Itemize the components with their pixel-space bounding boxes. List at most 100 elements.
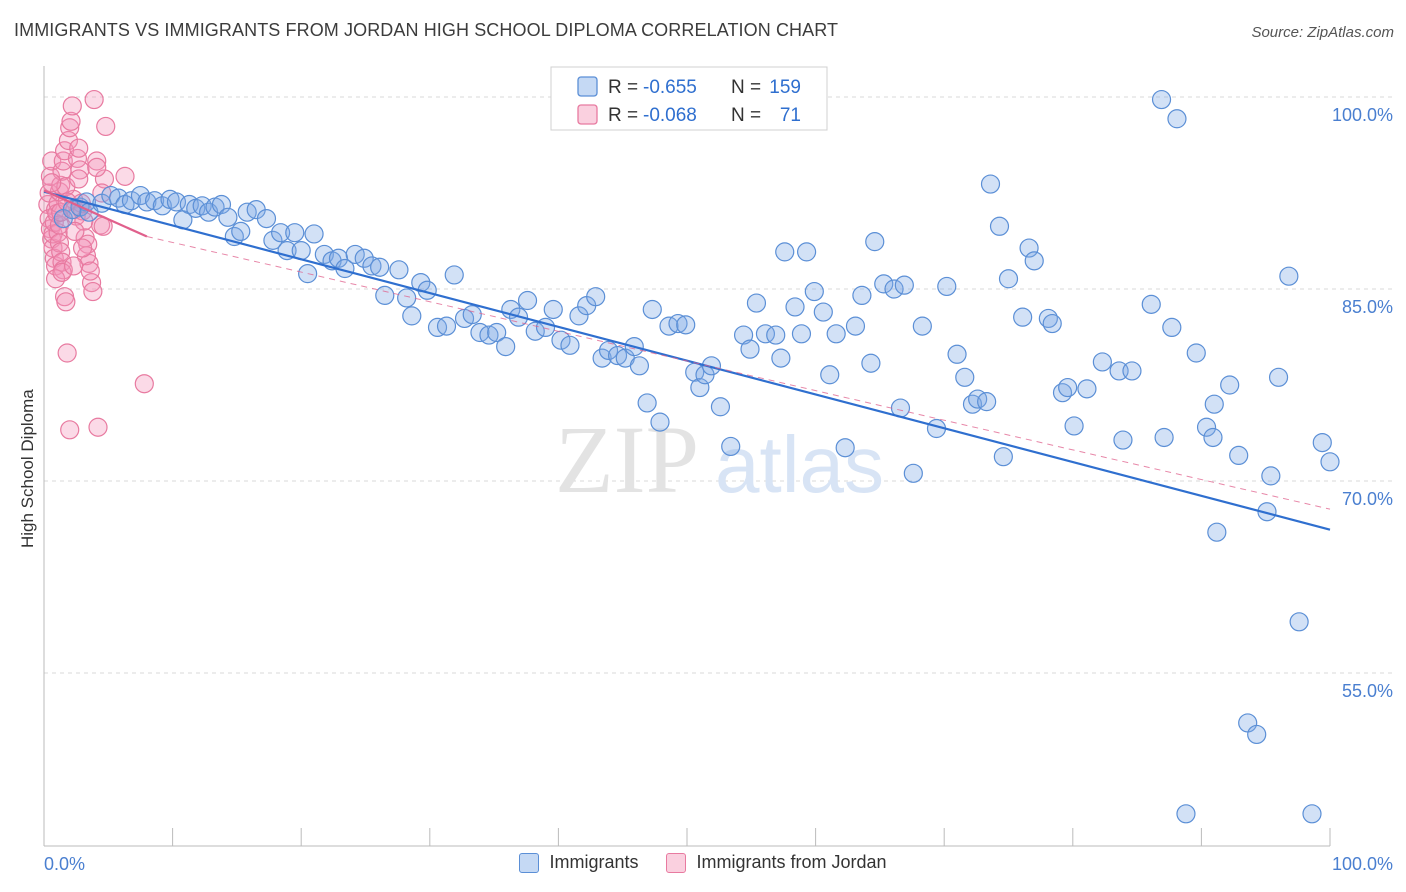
data-point (88, 417, 108, 437)
data-point (48, 223, 68, 243)
data-point (937, 276, 957, 297)
data-point (65, 221, 85, 241)
data-point (835, 438, 855, 458)
trend-line-jordan (43, 189, 148, 238)
data-point (1038, 308, 1058, 329)
data-point (42, 173, 62, 193)
data-point (820, 365, 840, 385)
data-point (61, 111, 81, 131)
data-point (1203, 427, 1223, 448)
data-point (285, 223, 305, 243)
data-point (56, 292, 76, 312)
data-point (607, 345, 628, 366)
data-point (69, 169, 89, 189)
data-point (551, 330, 571, 350)
watermark-zip: ZIP (555, 406, 699, 513)
data-point (1077, 379, 1097, 399)
data-point (1064, 416, 1084, 436)
data-point (771, 348, 791, 368)
stats-n-value: 71 (780, 105, 801, 126)
data-point (791, 324, 812, 344)
stats-r-label: R = (608, 105, 638, 126)
data-point (1261, 466, 1281, 486)
data-point (402, 306, 422, 326)
data-point (72, 238, 93, 258)
data-point (218, 207, 238, 227)
data-point (977, 392, 997, 412)
data-point (861, 353, 881, 373)
data-point (543, 299, 563, 320)
data-point (586, 287, 606, 307)
watermark: ZIP atlas (555, 406, 884, 513)
data-point (375, 285, 395, 305)
data-point (1092, 352, 1112, 372)
data-point (980, 174, 1001, 194)
data-point (94, 169, 115, 189)
data-point (710, 397, 731, 417)
data-point (676, 315, 696, 335)
source-label: Source: ZipAtlas.com (1251, 24, 1394, 41)
data-point (598, 340, 619, 361)
legend-item-immigrants[interactable]: Immigrants (519, 852, 638, 873)
data-point (1154, 427, 1174, 448)
data-point (444, 265, 464, 285)
data-point (256, 209, 277, 229)
data-point (1162, 317, 1182, 337)
x-tick-label: 100.0% (1332, 854, 1393, 874)
data-point (592, 348, 612, 368)
data-point (947, 344, 967, 364)
data-point (668, 313, 688, 334)
legend-label-immigrants: Immigrants (549, 852, 639, 872)
data-point (884, 279, 904, 299)
data-point (785, 297, 805, 317)
data-point (1186, 343, 1206, 363)
data-point (1141, 294, 1161, 314)
data-point (517, 290, 538, 311)
data-point (1113, 430, 1133, 450)
data-point (1247, 724, 1267, 745)
trend-lines (43, 189, 1331, 531)
data-point (487, 322, 507, 343)
data-point (912, 316, 932, 336)
data-point (87, 151, 107, 171)
data-point (733, 325, 754, 345)
data-point (60, 420, 80, 440)
data-point (1320, 452, 1340, 472)
data-point (766, 325, 786, 345)
data-point (865, 232, 885, 252)
data-point (370, 257, 390, 277)
legend-label-jordan: Immigrants from Jordan (696, 852, 887, 872)
data-point (1289, 612, 1309, 632)
bottom-legend: Immigrants Immigrants from Jordan (0, 852, 1406, 873)
y-tick-label: 70.0% (1342, 489, 1393, 509)
data-point (362, 256, 382, 276)
data-point (650, 412, 670, 432)
y-tick-label: 85.0% (1342, 297, 1393, 317)
data-point (101, 185, 121, 206)
data-point (755, 324, 776, 344)
series-immigrants-from-jordan (38, 89, 154, 440)
data-point (1122, 361, 1142, 381)
data-point (989, 216, 1010, 236)
data-point (60, 118, 80, 138)
data-point (1167, 109, 1187, 129)
data-point (637, 393, 657, 413)
data-point (1013, 307, 1033, 327)
watermark-atlas: atlas (715, 420, 884, 509)
legend-swatch-pink (666, 852, 687, 873)
data-point (903, 463, 923, 483)
chart-title: IMMIGRANTS VS IMMIGRANTS FROM JORDAN HIG… (14, 20, 839, 40)
stats-r-label: R = (608, 77, 638, 98)
legend-item-jordan[interactable]: Immigrants from Jordan (666, 852, 887, 873)
gridlines (44, 96, 1394, 674)
data-point (83, 281, 103, 302)
data-point (1058, 377, 1078, 398)
data-point (1312, 433, 1332, 453)
data-point (1204, 394, 1224, 414)
data-point (69, 138, 89, 158)
data-point (52, 252, 72, 272)
stats-swatch (577, 104, 598, 125)
data-point (1019, 238, 1039, 258)
data-point (67, 148, 88, 169)
stats-r-value: -0.655 (643, 77, 697, 98)
